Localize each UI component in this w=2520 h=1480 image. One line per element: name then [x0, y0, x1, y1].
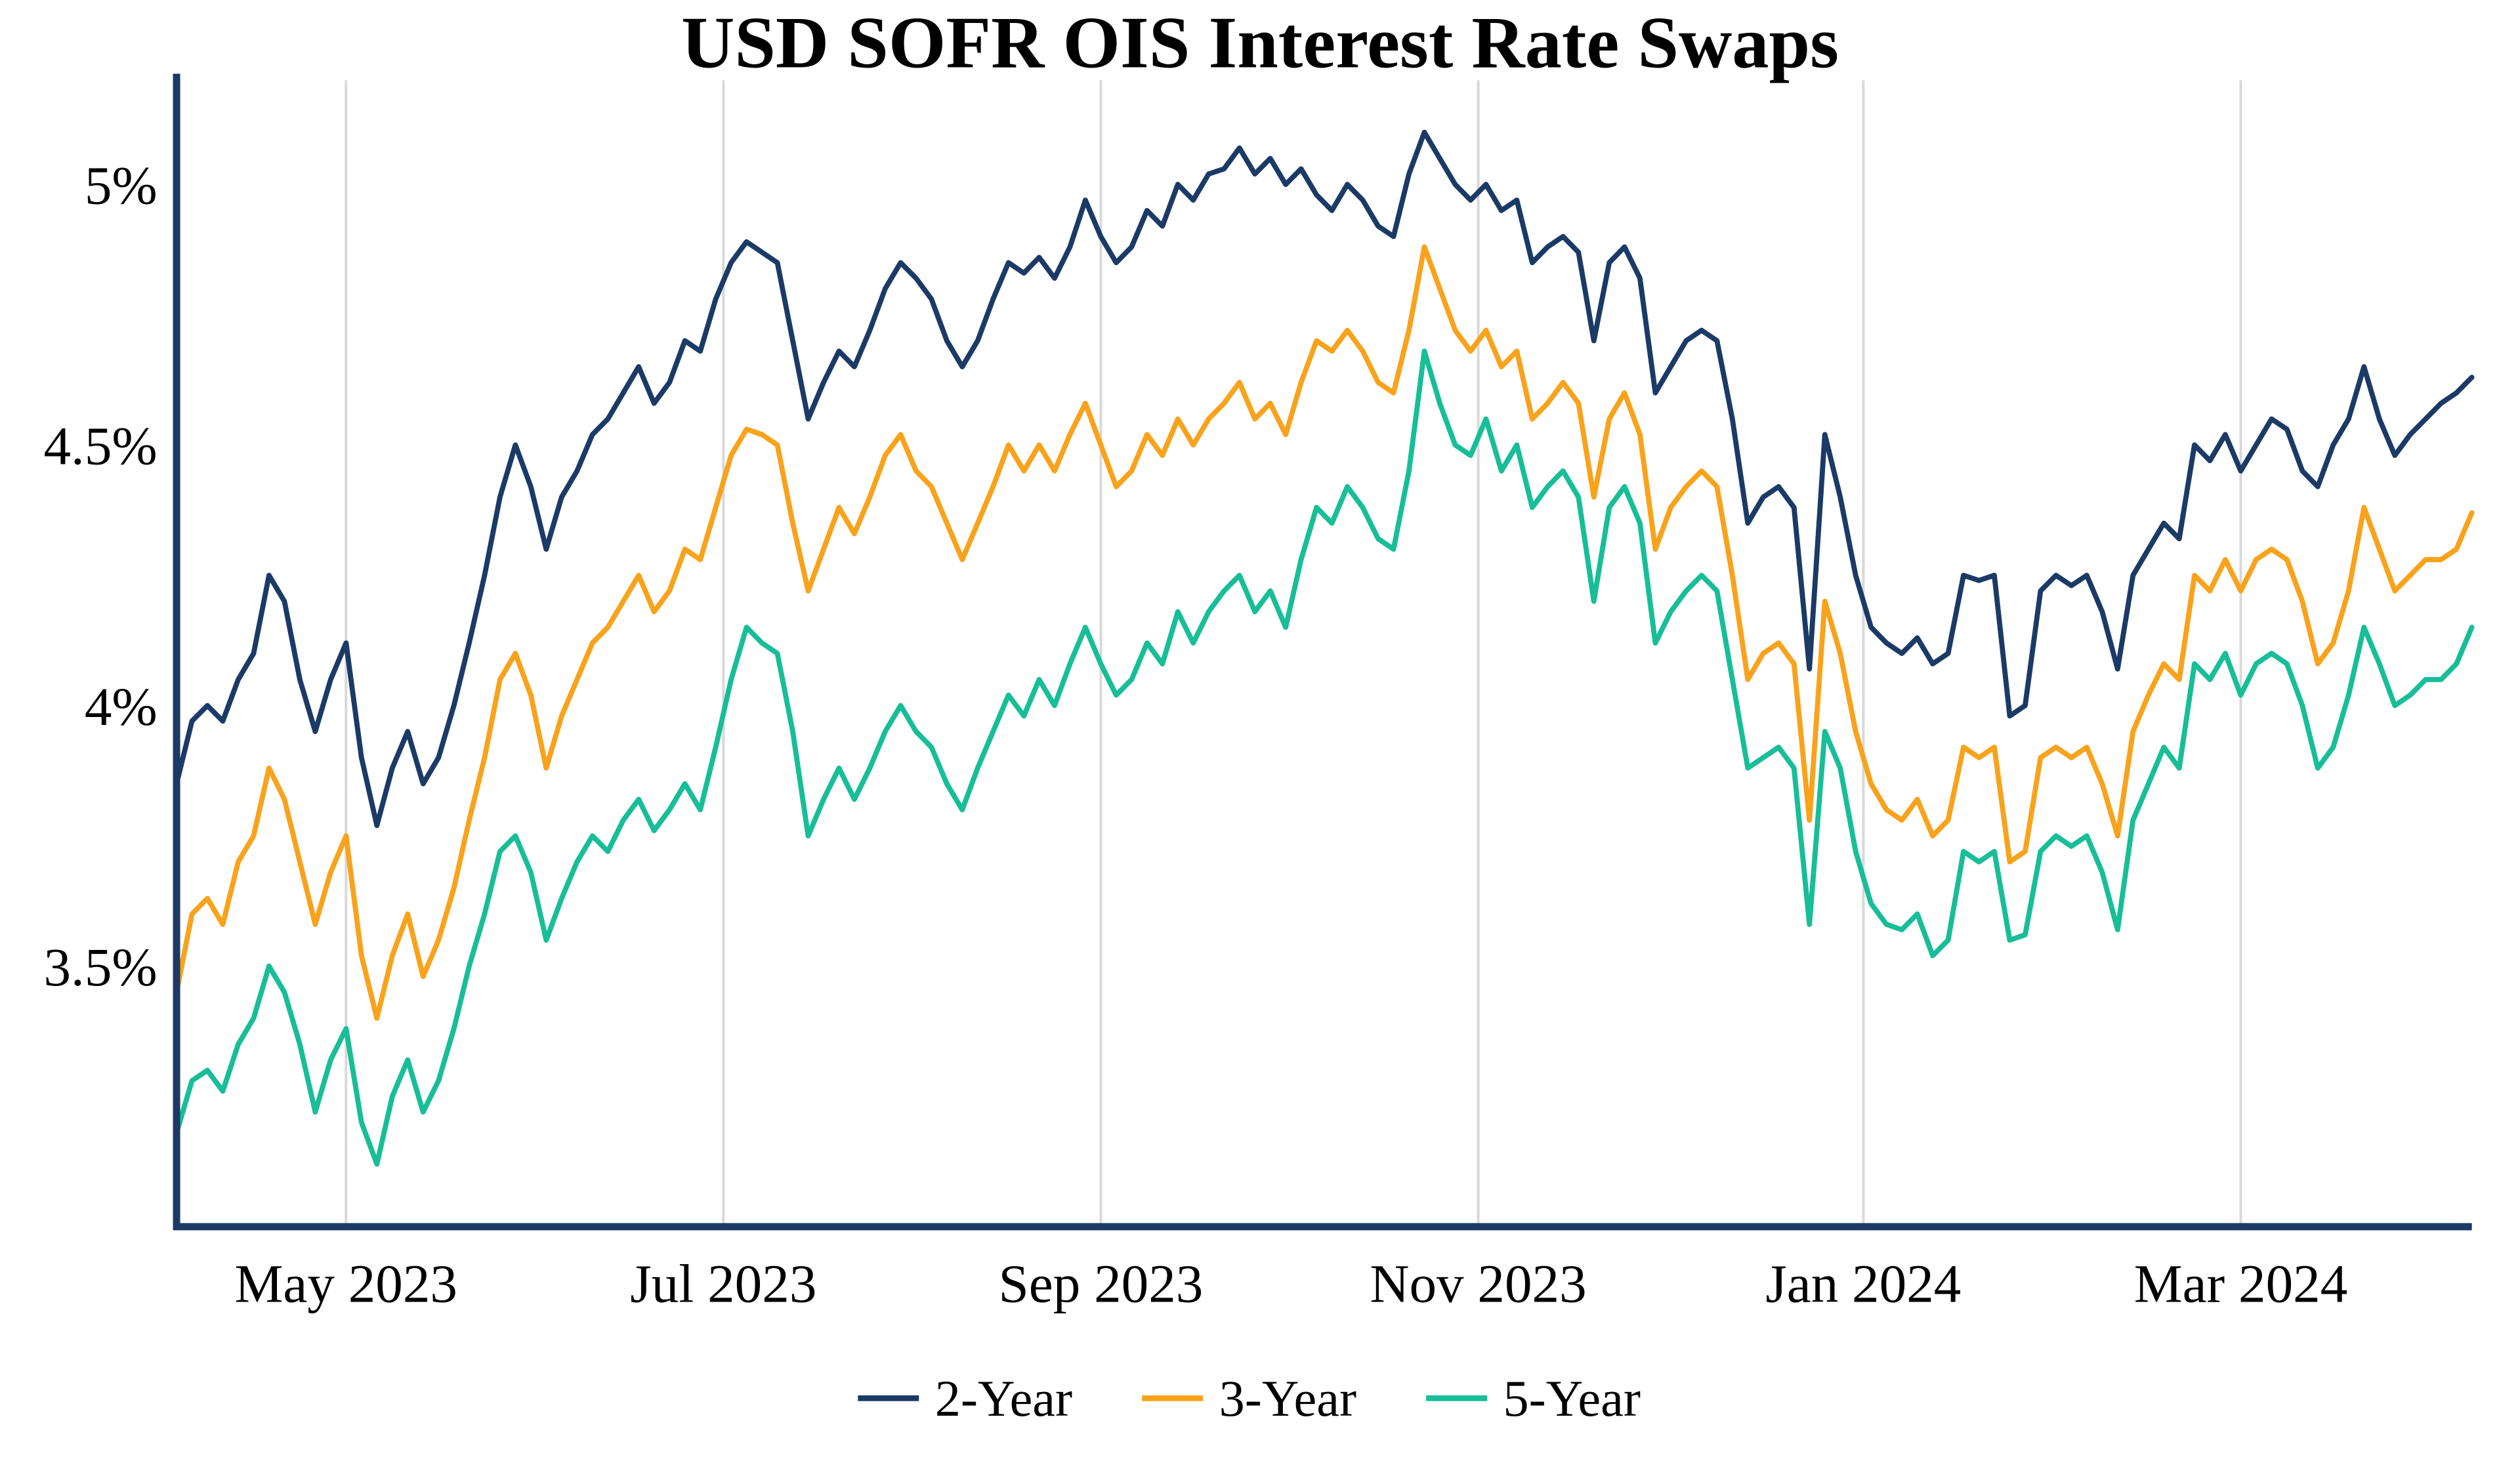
x-tick-label: Jul 2023 — [630, 1254, 816, 1314]
y-tick-label: 4.5% — [43, 416, 157, 476]
x-tick-label: Sep 2023 — [999, 1254, 1204, 1314]
y-tick-label: 5% — [85, 155, 158, 215]
y-axis-labels: 3.5% 4% 4.5% 5% — [43, 155, 157, 997]
x-tick-label: May 2023 — [234, 1254, 457, 1314]
legend: 2-Year 3-Year 5-Year — [858, 1370, 1641, 1427]
y-tick-label: 3.5% — [43, 937, 157, 997]
legend-label-3-year: 3-Year — [1219, 1370, 1356, 1427]
y-tick-label: 4% — [85, 676, 158, 737]
gridlines — [345, 80, 2242, 1227]
series-line-3-year — [174, 244, 2475, 1021]
axes — [173, 73, 2472, 1231]
x-tick-label: Jan 2024 — [1765, 1254, 1961, 1314]
chart-title: USD SOFR OIS Interest Rate Swaps — [681, 3, 1839, 84]
legend-label-5-year: 5-Year — [1503, 1370, 1641, 1427]
series-lines — [174, 129, 2475, 1167]
x-tick-label: Mar 2024 — [2134, 1254, 2348, 1314]
x-tick-label: Nov 2023 — [1370, 1254, 1586, 1314]
legend-label-2-year: 2-Year — [935, 1370, 1072, 1427]
series-line-2-year — [174, 129, 2475, 829]
x-axis-labels: May 2023 Jul 2023 Sep 2023 Nov 2023 Jan 2024… — [234, 1254, 2347, 1314]
series-line-5-year — [174, 348, 2475, 1167]
